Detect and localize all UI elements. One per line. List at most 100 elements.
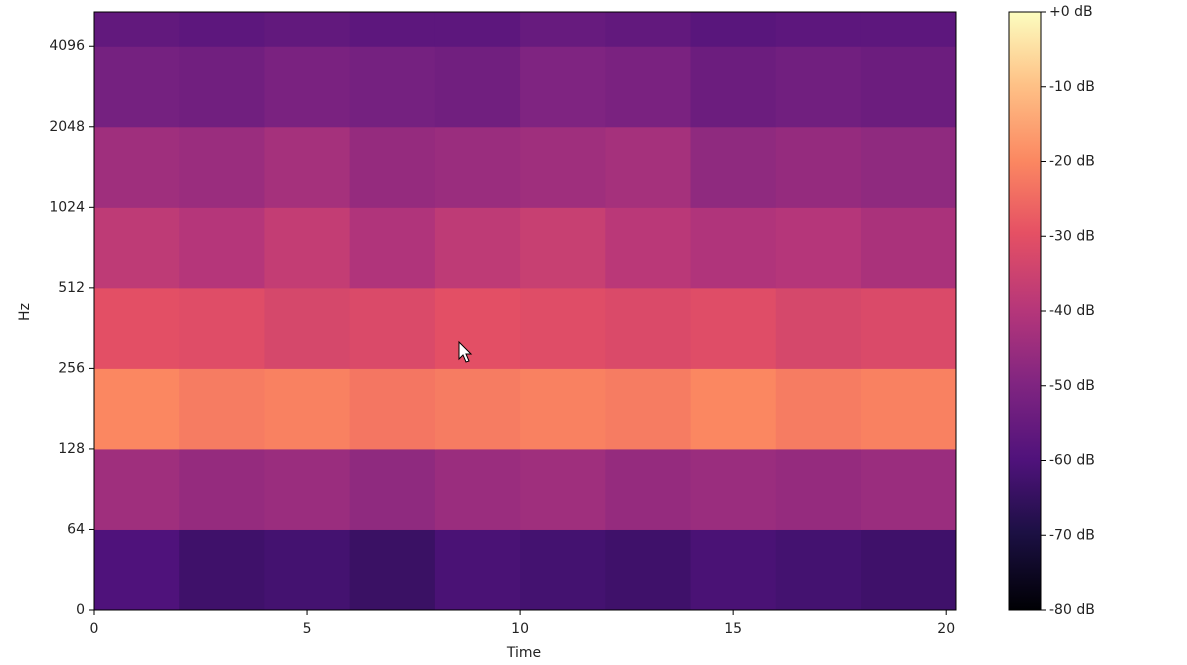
spectrogram-cell [434,448,521,530]
colorbar-tick-label: -10 dB [1049,79,1095,95]
spectrogram-cell [349,207,436,289]
spectrogram-cell [690,12,777,47]
spectrogram-cell [264,126,351,208]
spectrogram-cell [860,126,957,208]
y-tick-label: 2048 [49,119,85,135]
spectrogram-cell [690,46,777,128]
spectrogram-cell [94,368,180,450]
spectrogram-cell [264,207,351,289]
spectrogram-cell [520,126,606,208]
colorbar-tick-label: -30 dB [1049,228,1095,244]
x-tick-label: 15 [724,621,742,637]
colorbar-tick-label: -80 dB [1049,602,1095,618]
colorbar-tick-label: -50 dB [1049,378,1095,394]
spectrogram-cell [605,287,692,369]
spectrogram-cell [860,207,957,289]
spectrogram-cell [690,529,777,611]
x-tick-label: 0 [90,621,99,637]
spectrogram-cell [179,207,265,289]
spectrogram-cell [179,126,265,208]
spectrogram-cell [775,12,862,47]
y-tick-label: 64 [67,521,85,537]
spectrogram-cell [264,12,351,47]
y-tick-label: 512 [58,280,85,296]
spectrogram-cell [179,448,265,530]
spectrogram-cell [179,46,265,128]
colorbar-tick-label: -20 dB [1049,154,1095,170]
spectrogram-cell [264,368,351,450]
spectrogram-cell [349,12,436,47]
x-tick-label: 10 [511,621,529,637]
spectrogram-cell [860,46,957,128]
spectrogram-cell [860,368,957,450]
spectrogram-cell [690,207,777,289]
spectrogram-cell [94,46,180,128]
spectrogram-cell [860,12,957,47]
spectrogram-cell [690,368,777,450]
spectrogram-cell [94,12,180,47]
spectrogram-cell [605,126,692,208]
y-tick-label: 256 [58,360,85,376]
spectrogram-cell [690,287,777,369]
spectrogram-cell [860,529,957,611]
spectrogram-cell [94,126,180,208]
y-tick-label: 128 [58,441,85,457]
spectrogram-cell [520,207,606,289]
spectrogram-cell [775,529,862,611]
spectrogram-cell [94,207,180,289]
spectrogram-cell [264,529,351,611]
spectrogram-cell [94,448,180,530]
spectrogram-cell [94,287,180,369]
spectrogram-cell [349,287,436,369]
spectrogram-cell [775,368,862,450]
spectrogram-cell [605,12,692,47]
spectrogram-cell [605,448,692,530]
spectrogram-cell [264,287,351,369]
spectrogram-cell [775,287,862,369]
spectrogram-cell [179,12,265,47]
spectrogram-cell [264,448,351,530]
spectrogram-area [94,12,957,611]
colorbar [1008,11,1042,611]
x-tick-label: 5 [303,621,312,637]
colorbar-tick-label: +0 dB [1049,4,1093,20]
colorbar-tick-label: -70 dB [1049,527,1095,543]
spectrogram-cell [434,126,521,208]
spectrogram-cell [434,12,521,47]
spectrogram-cell [264,46,351,128]
spectrogram-cell [349,448,436,530]
spectrogram-cell [605,368,692,450]
spectrogram-cell [775,207,862,289]
spectrogram-cell [520,529,606,611]
spectrogram-cell [690,126,777,208]
spectrogram-cell [434,287,521,369]
spectrogram-cell [775,46,862,128]
spectrogram-cell [434,46,521,128]
y-axis-label: Hz [17,303,33,321]
y-tick-label: 0 [76,602,85,618]
spectrogram-cell [94,529,180,611]
mouse-cursor [458,340,473,363]
colorbar-tick-label: -60 dB [1049,453,1095,469]
spectrogram-cell [434,207,521,289]
spectrogram-cell [520,287,606,369]
x-tick-label: 20 [937,621,955,637]
spectrogram-cell [775,448,862,530]
spectrogram-cell [605,529,692,611]
spectrogram-cell [179,368,265,450]
spectrogram-cell [520,12,606,47]
spectrogram-cell [775,126,862,208]
spectrogram-cell [434,529,521,611]
spectrogram-cell [179,287,265,369]
spectrogram-cell [605,46,692,128]
y-tick-label: 1024 [49,199,85,215]
spectrogram-cell [349,529,436,611]
spectrogram-cell [520,448,606,530]
x-axis-label: Time [506,645,541,661]
spectrogram-cell [690,448,777,530]
spectrogram-cell [179,529,265,611]
spectrogram-cell [349,46,436,128]
spectrogram-cell [520,46,606,128]
